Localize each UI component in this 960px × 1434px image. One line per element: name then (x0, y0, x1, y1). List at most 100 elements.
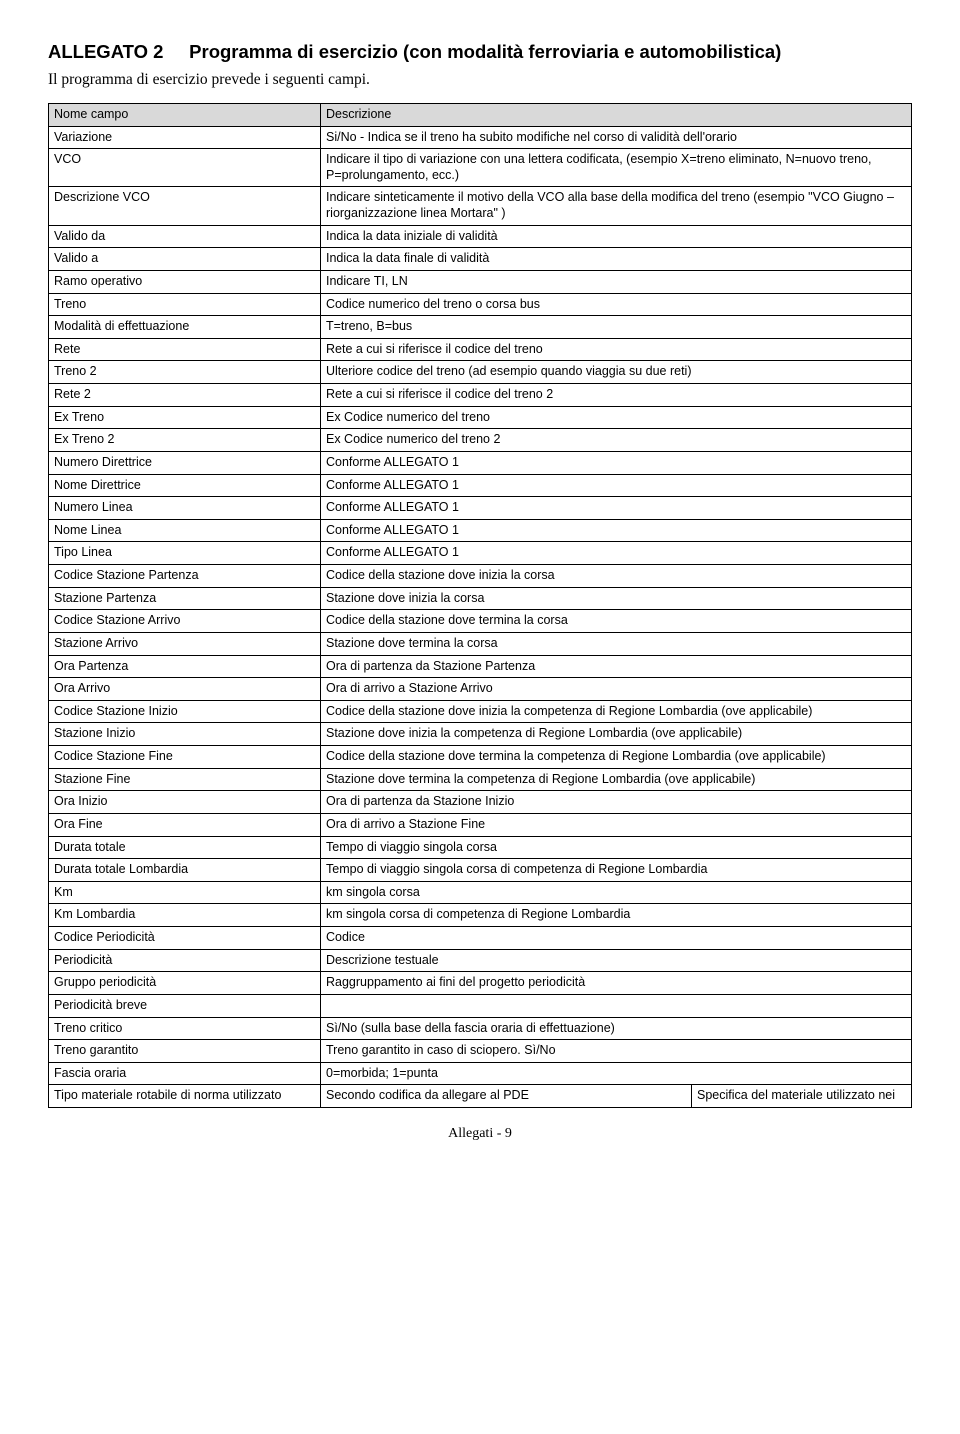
field-desc-cell: Rete a cui si riferisce il codice del tr… (321, 338, 912, 361)
field-name-cell: Ex Treno (49, 406, 321, 429)
field-name-cell: Codice Stazione Arrivo (49, 610, 321, 633)
field-desc-cell: Treno garantito in caso di sciopero. Sì/… (321, 1040, 912, 1063)
field-name-cell: Ora Inizio (49, 791, 321, 814)
field-name-cell: Variazione (49, 126, 321, 149)
field-desc-cell: 0=morbida; 1=punta (321, 1062, 912, 1085)
field-name-cell: Periodicità breve (49, 994, 321, 1017)
field-name-cell: Codice Stazione Inizio (49, 700, 321, 723)
field-desc-cell: Codice della stazione dove inizia la com… (321, 700, 912, 723)
field-desc-cell: Codice della stazione dove inizia la cor… (321, 565, 912, 588)
field-name-cell: Treno 2 (49, 361, 321, 384)
field-name-cell: Valido a (49, 248, 321, 271)
table-row: Numero LineaConforme ALLEGATO 1 (49, 497, 912, 520)
table-row: Tipo LineaConforme ALLEGATO 1 (49, 542, 912, 565)
fields-table: Nome campo Descrizione VariazioneSi/No -… (48, 103, 912, 1108)
field-desc-cell: Indicare TI, LN (321, 270, 912, 293)
table-row: Codice Stazione InizioCodice della stazi… (49, 700, 912, 723)
field-name-cell: VCO (49, 149, 321, 187)
field-desc-cell: Tempo di viaggio singola corsa (321, 836, 912, 859)
field-name-cell: Stazione Partenza (49, 587, 321, 610)
table-row: Stazione ArrivoStazione dove termina la … (49, 632, 912, 655)
heading-part2: Programma di esercizio (con modalità fer… (189, 41, 781, 62)
table-row: Ora InizioOra di partenza da Stazione In… (49, 791, 912, 814)
field-desc-cell: Ora di partenza da Stazione Partenza (321, 655, 912, 678)
field-name-cell: Codice Stazione Fine (49, 746, 321, 769)
header-nome-campo: Nome campo (49, 103, 321, 126)
field-desc-cell: Conforme ALLEGATO 1 (321, 451, 912, 474)
field-name-cell: Stazione Fine (49, 768, 321, 791)
page-heading: ALLEGATO 2 Programma di esercizio (con m… (48, 40, 912, 65)
field-desc-cell: km singola corsa (321, 881, 912, 904)
field-name-cell: Durata totale (49, 836, 321, 859)
field-name-cell: Stazione Inizio (49, 723, 321, 746)
table-row: Ora FineOra di arrivo a Stazione Fine (49, 813, 912, 836)
field-name-cell: Tipo Linea (49, 542, 321, 565)
field-name-cell: Treno critico (49, 1017, 321, 1040)
table-row: Rete 2Rete a cui si riferisce il codice … (49, 384, 912, 407)
field-desc-cell: Si/No - Indica se il treno ha subito mod… (321, 126, 912, 149)
table-row: Durata totaleTempo di viaggio singola co… (49, 836, 912, 859)
field-name-cell: Modalità di effettuazione (49, 316, 321, 339)
table-row: Stazione InizioStazione dove inizia la c… (49, 723, 912, 746)
field-name-cell: Ora Partenza (49, 655, 321, 678)
field-name-cell: Durata totale Lombardia (49, 859, 321, 882)
field-name-cell: Rete (49, 338, 321, 361)
field-desc-cell: Stazione dove inizia la corsa (321, 587, 912, 610)
field-desc-cell: Conforme ALLEGATO 1 (321, 474, 912, 497)
field-name-cell: Nome Linea (49, 519, 321, 542)
field-name-cell: Nome Direttrice (49, 474, 321, 497)
table-row: Ex Treno 2Ex Codice numerico del treno 2 (49, 429, 912, 452)
field-name-cell: Codice Periodicità (49, 927, 321, 950)
field-desc-cell: Indica la data finale di validità (321, 248, 912, 271)
table-row: Codice Stazione FineCodice della stazion… (49, 746, 912, 769)
field-name-cell: Ramo operativo (49, 270, 321, 293)
heading-part1: ALLEGATO 2 (48, 41, 163, 62)
table-row: Numero DirettriceConforme ALLEGATO 1 (49, 451, 912, 474)
field-desc-cell: Ora di arrivo a Stazione Fine (321, 813, 912, 836)
intro-text: Il programma di esercizio prevede i segu… (48, 71, 912, 89)
table-row: Durata totale LombardiaTempo di viaggio … (49, 859, 912, 882)
field-name-cell: Tipo materiale rotabile di norma utilizz… (49, 1085, 321, 1108)
field-desc-cell: Codice numerico del treno o corsa bus (321, 293, 912, 316)
table-row: Ex TrenoEx Codice numerico del treno (49, 406, 912, 429)
field-desc-cell: Ex Codice numerico del treno (321, 406, 912, 429)
header-descrizione: Descrizione (321, 103, 912, 126)
table-row: Fascia oraria0=morbida; 1=punta (49, 1062, 912, 1085)
field-name-cell: Treno garantito (49, 1040, 321, 1063)
field-desc-cell: km singola corsa di competenza di Region… (321, 904, 912, 927)
field-desc-cell: Secondo codifica da allegare al PDE (321, 1085, 692, 1108)
table-header-row: Nome campo Descrizione (49, 103, 912, 126)
table-row: PeriodicitàDescrizione testuale (49, 949, 912, 972)
field-name-cell: Fascia oraria (49, 1062, 321, 1085)
field-desc-cell: Indica la data iniziale di validità (321, 225, 912, 248)
field-name-cell: Ora Fine (49, 813, 321, 836)
table-row: Treno criticoSì/No (sulla base della fas… (49, 1017, 912, 1040)
table-row: Codice PeriodicitàCodice (49, 927, 912, 950)
table-row: Ramo operativoIndicare TI, LN (49, 270, 912, 293)
field-desc-cell: Conforme ALLEGATO 1 (321, 497, 912, 520)
table-row: Valido daIndica la data iniziale di vali… (49, 225, 912, 248)
field-desc-cell: Conforme ALLEGATO 1 (321, 519, 912, 542)
field-desc-cell: Sì/No (sulla base della fascia oraria di… (321, 1017, 912, 1040)
field-desc-cell: Indicare il tipo di variazione con una l… (321, 149, 912, 187)
field-name-cell: Ora Arrivo (49, 678, 321, 701)
field-desc-cell: Stazione dove termina la corsa (321, 632, 912, 655)
field-desc-cell: Codice (321, 927, 912, 950)
field-desc-cell: Ulteriore codice del treno (ad esempio q… (321, 361, 912, 384)
field-desc-cell: Rete a cui si riferisce il codice del tr… (321, 384, 912, 407)
table-row: Ora ArrivoOra di arrivo a Stazione Arriv… (49, 678, 912, 701)
field-name-cell: Codice Stazione Partenza (49, 565, 321, 588)
field-name-cell: Km (49, 881, 321, 904)
field-desc-cell: Indicare sinteticamente il motivo della … (321, 187, 912, 225)
field-desc-cell: Descrizione testuale (321, 949, 912, 972)
field-desc-cell: Ex Codice numerico del treno 2 (321, 429, 912, 452)
table-row: Nome DirettriceConforme ALLEGATO 1 (49, 474, 912, 497)
table-row: Descrizione VCOIndicare sinteticamente i… (49, 187, 912, 225)
field-desc-cell: T=treno, B=bus (321, 316, 912, 339)
field-desc-cell: Conforme ALLEGATO 1 (321, 542, 912, 565)
field-name-cell: Treno (49, 293, 321, 316)
field-name-cell: Valido da (49, 225, 321, 248)
field-desc-cell: Ora di partenza da Stazione Inizio (321, 791, 912, 814)
field-desc-cell: Tempo di viaggio singola corsa di compet… (321, 859, 912, 882)
field-name-cell: Periodicità (49, 949, 321, 972)
